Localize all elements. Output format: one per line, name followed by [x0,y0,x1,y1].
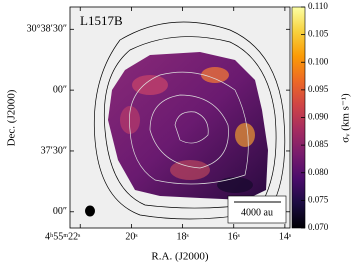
colorbar-tick-label: 0.095 [308,84,329,94]
x-tick-label: 20ˢ [125,231,137,242]
x-axis-title: R.A. (J2000) [151,251,208,263]
y-axis-title: Dec. (J2000) [6,89,18,146]
panel-label: L1517B [80,13,123,28]
x-tick-label: 14ˢ [279,231,291,242]
colorbar-title: σᵥ (km s⁻¹) [340,93,352,143]
colorbar-tick-label: 0.110 [308,1,328,11]
y-tick-label: 00″ [53,84,67,95]
y-tick-label: 00″ [53,206,67,217]
x-tick-label: 16ˢ [228,231,240,242]
contours-outer [93,21,286,220]
colorbar-tick-label: 0.070 [308,222,329,232]
colorbar-tick-label: 0.105 [308,29,329,39]
emission-map [108,52,268,200]
x-tick-label: 4ʰ55ᵐ22ˢ [45,231,80,242]
colorbar-tick-label: 0.080 [308,167,329,177]
colorbar-tick-label: 0.075 [308,194,329,204]
beam [85,205,95,217]
scale-label: 4000 au [241,207,273,218]
y-tick-label: 30°38′30″ [27,24,67,35]
colorbar-tick-label: 0.085 [308,139,329,149]
contours-inner [129,71,249,185]
colorbar-tick-label: 0.090 [308,112,329,122]
x-tick-label: 18ˢ [176,231,188,242]
colorbar-tick-label: 0.100 [308,56,329,66]
y-tick-label: 37′30″ [41,145,67,156]
scale-box [227,195,287,224]
